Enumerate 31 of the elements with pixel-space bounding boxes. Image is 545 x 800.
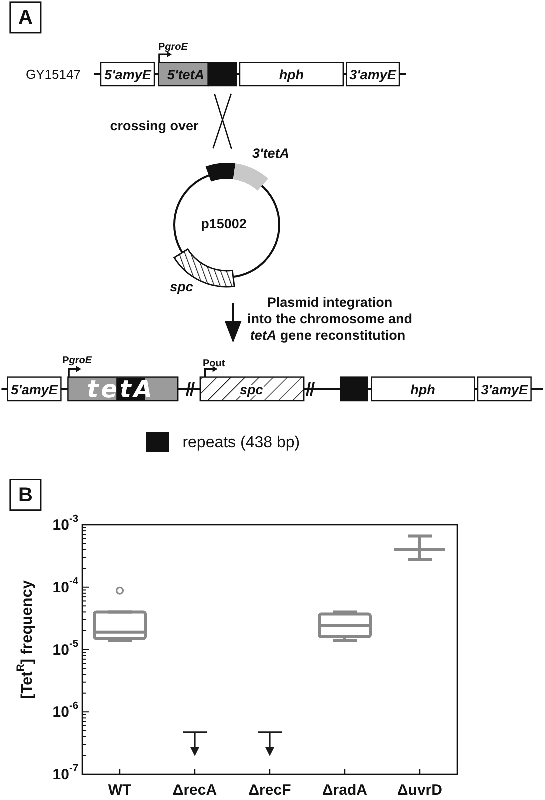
text: Plasmid integration — [267, 294, 393, 310]
y-tick-label: 10$^{-5}$ — [52, 638, 79, 658]
text: 3'amyE — [481, 382, 529, 397]
text: 3'tetA — [252, 146, 290, 160]
x-tick-label: WT — [108, 782, 132, 798]
text: p15002 — [201, 216, 247, 231]
x-tick-label: ΔradA — [322, 782, 368, 798]
x-tick-label: ΔuvrD — [398, 782, 443, 798]
text: into the chromosome and — [247, 311, 413, 326]
text: 3'amyE — [350, 67, 398, 82]
text: 5'amyE — [104, 67, 152, 82]
y-tick-label: 10$^{-4}$ — [52, 576, 79, 596]
chart-title: B — [18, 484, 33, 506]
text: 5'tetA — [168, 67, 204, 82]
text: Pout — [203, 358, 226, 369]
x-tick-label: ΔrecF — [248, 782, 292, 798]
text: 5'amyE — [11, 382, 59, 397]
text: hph — [410, 382, 436, 397]
text: crossing over — [110, 118, 200, 133]
text: hph — [279, 67, 304, 82]
text: repeats (438 bp) — [182, 434, 300, 451]
text: spc — [170, 279, 194, 294]
text: A — [18, 7, 33, 30]
text: PgroE — [158, 42, 188, 52]
y-tick-label: 10$^{-3}$ — [52, 514, 79, 534]
text: tetA gene reconstitution — [250, 328, 406, 342]
y-tick-label: 10$^{-7}$ — [52, 764, 79, 783]
text: GY15147 — [26, 66, 81, 82]
text: PgroE — [62, 355, 92, 366]
y-tick-label: 10$^{-6}$ — [52, 701, 79, 721]
x-tick-label: ΔrecA — [172, 782, 218, 798]
